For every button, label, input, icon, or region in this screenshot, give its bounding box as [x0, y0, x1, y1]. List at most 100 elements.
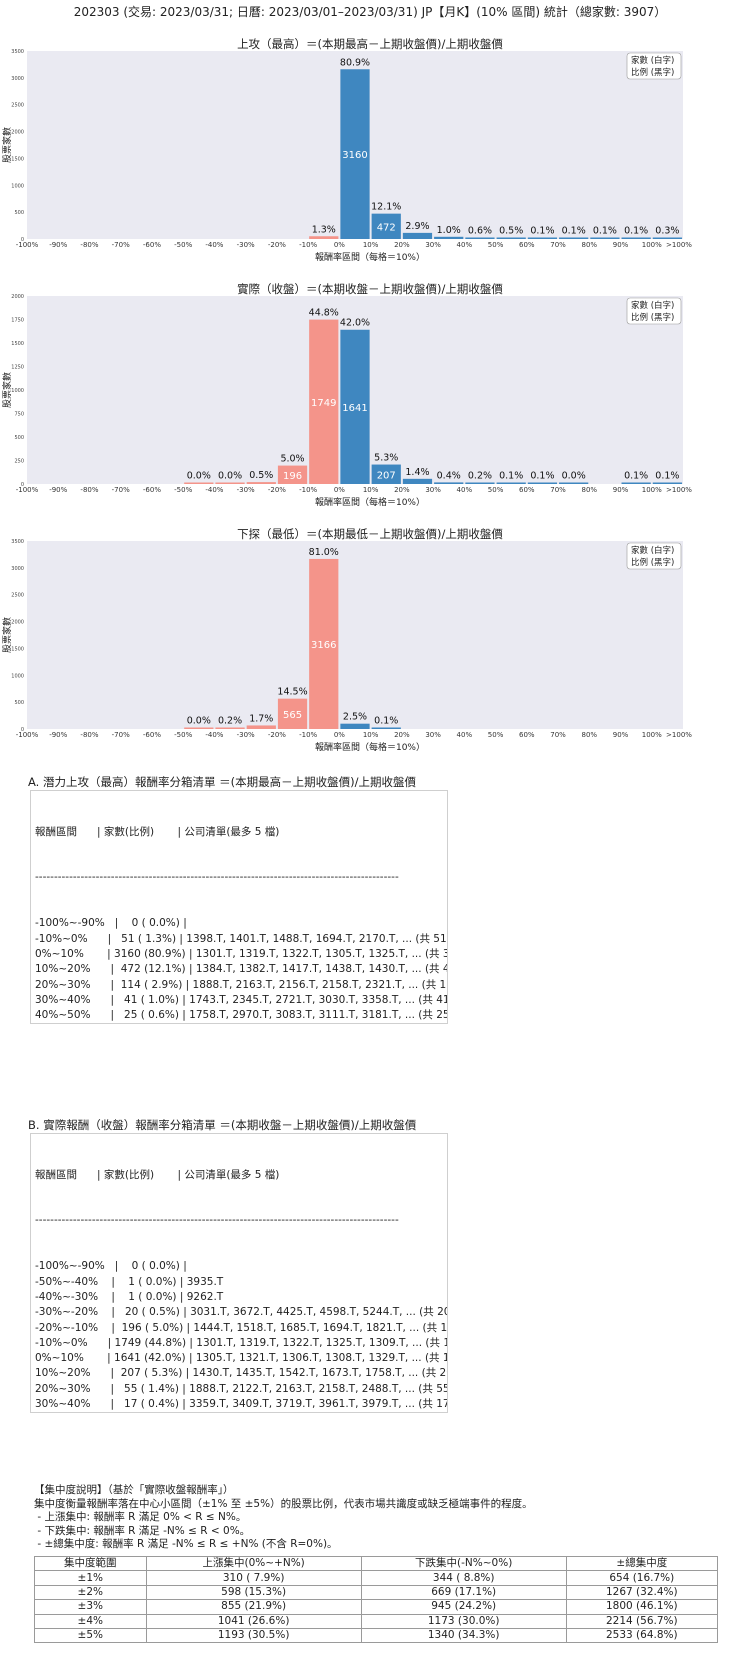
x-tick-label: 20%: [394, 486, 410, 494]
list-item: -100%~-90% | 0 ( 0.0%) |: [35, 1260, 187, 1273]
x-tick-label: -60%: [143, 486, 161, 494]
bar-pct-label: 44.8%: [309, 308, 339, 319]
x-tick-label: -70%: [112, 241, 130, 249]
x-tick-label: -80%: [80, 486, 98, 494]
list-item: 40%~50% | 8 ( 0.2%) | 2998.T, 3856.T, 39…: [35, 1412, 447, 1413]
table-cell: 1173 (30.0%): [360, 1613, 567, 1629]
y-axis-label: 股票家數: [1, 372, 13, 408]
x-axis-label: 報酬率區間（每格＝10%）: [315, 251, 425, 263]
y-tick-label: 0: [21, 237, 24, 243]
list-item: 20%~30% | 114 ( 2.9%) | 1888.T, 2163.T, …: [35, 978, 448, 991]
y-tick-label: 0: [21, 727, 24, 733]
table-header-cell: 下跌集中(-N%~0%): [360, 1555, 567, 1572]
table-cell: 598 (15.3%): [145, 1584, 362, 1601]
bar-count-label: 1749: [311, 398, 336, 409]
bar: [559, 237, 589, 239]
x-tick-label: 90%: [613, 241, 629, 249]
table-cell: 2533 (64.8%): [565, 1627, 719, 1644]
bar: [527, 237, 558, 239]
list-item: 0%~10% | 3160 (80.9%) | 1301.T, 1319.T, …: [35, 947, 448, 960]
x-tick-label: 40%: [457, 486, 473, 494]
bar-count-label: 472: [377, 222, 396, 233]
concentration-heading: 【集中度說明】（基於「實際收盤報酬率」）: [34, 1484, 234, 1496]
bar-pct-label: 0.2%: [218, 716, 242, 727]
bar-count-label: 1641: [342, 403, 367, 414]
bar-pct-label: 0.5%: [249, 470, 273, 481]
x-tick-label: 10%: [363, 731, 379, 739]
x-tick-label: 80%: [582, 241, 598, 249]
list-item: 50%~60% | 19 ( 0.5%) | 2122.T, 2464.T, 2…: [35, 1023, 447, 1024]
x-tick-label: 100%: [642, 486, 662, 494]
x-tick-label: 10%: [363, 241, 379, 249]
x-tick-label: -80%: [80, 731, 98, 739]
table-cell: 310 ( 7.9%): [145, 1570, 362, 1586]
y-tick-label: 1500: [11, 156, 24, 162]
bar-pct-label: 0.1%: [374, 716, 398, 727]
x-tick-label: -80%: [80, 241, 98, 249]
y-tick-label: 3500: [11, 49, 24, 55]
legend-box: [626, 542, 682, 570]
bar-pct-label: 2.9%: [405, 221, 429, 232]
y-tick-label: 750: [14, 412, 24, 418]
y-tick-label: 1250: [11, 365, 24, 371]
x-tick-label: -40%: [205, 731, 223, 739]
bar: [402, 232, 433, 239]
bar-pct-label: 1.3%: [312, 224, 336, 235]
bar: [652, 237, 682, 239]
bar: [309, 558, 339, 729]
list-b-divider: ----------------------------------------…: [35, 1214, 399, 1227]
bar: [246, 725, 276, 729]
x-tick-label: 80%: [582, 486, 598, 494]
bar-count-label: 207: [377, 470, 396, 481]
legend-box: [626, 297, 682, 325]
y-tick-label: 3000: [11, 76, 24, 82]
bar-pct-label: 0.1%: [624, 226, 648, 237]
bar: [402, 478, 433, 484]
table-cell: 1800 (46.1%): [565, 1599, 719, 1615]
chart-close: 實際（收盤）＝(本期收盤－上期收盤價)/上期收盤價 0 250 500 750 1000 1…: [1, 282, 692, 508]
bar-pct-label: 42.0%: [340, 318, 370, 329]
table-header-cell: 上漲集中(0%~+N%): [145, 1555, 362, 1572]
table-row: ±1% 310 ( 7.9%) 344 ( 8.8%) 654 (16.7%): [34, 1570, 719, 1586]
y-tick-label: 1500: [11, 646, 24, 652]
list-item: -10%~0% | 1749 (44.8%) | 1301.T, 1319.T,…: [35, 1336, 448, 1349]
bar: [496, 482, 526, 484]
y-axis-label: 股票家數: [1, 127, 13, 163]
bar: [434, 482, 464, 484]
x-tick-label: 70%: [550, 486, 566, 494]
bar: [527, 482, 558, 484]
y-tick-label: 2500: [11, 103, 24, 109]
bar: [371, 727, 401, 729]
x-tick-label: -100%: [16, 241, 39, 249]
x-tick-label: -40%: [205, 241, 223, 249]
x-tick-label: 30%: [425, 731, 441, 739]
x-tick-label: 70%: [550, 241, 566, 249]
bar: [371, 464, 401, 484]
x-tick-label: -50%: [174, 731, 192, 739]
chart-title: 實際（收盤）＝(本期收盤－上期收盤價)/上期收盤價: [237, 282, 503, 296]
table-cell: ±3%: [34, 1599, 147, 1615]
bar-pct-label: 0.1%: [593, 226, 617, 237]
x-axis-label: 報酬率區間（每格＝10%）: [315, 741, 425, 753]
table-cell: 654 (16.7%): [565, 1570, 719, 1586]
bar: [652, 482, 682, 484]
x-tick-label: -90%: [49, 486, 67, 494]
x-tick-label: 40%: [457, 731, 473, 739]
concentration-table: 集中度範圍 上漲集中(0%~+N%) 下跌集中(-N%~0%) ±總集中度 ±1…: [34, 1555, 719, 1644]
bar-pct-label: 0.1%: [655, 471, 679, 482]
legend-box: [626, 52, 682, 80]
x-tick-label: >100%: [666, 731, 692, 739]
x-tick-label: -100%: [16, 731, 39, 739]
x-tick-label: -40%: [205, 486, 223, 494]
bar: [277, 465, 308, 484]
bar-pct-label: 0.0%: [218, 471, 242, 482]
bar-pct-label: 0.5%: [499, 226, 523, 237]
legend-entry: 家數 (白字): [631, 55, 674, 66]
x-tick-label: -90%: [49, 731, 67, 739]
bar-pct-label: 0.1%: [624, 471, 648, 482]
bar-pct-label: 1.7%: [249, 713, 273, 724]
x-tick-label: -20%: [268, 241, 286, 249]
bar: [184, 482, 214, 484]
list-item: 30%~40% | 17 ( 0.4%) | 3359.T, 3409.T, 3…: [35, 1398, 448, 1411]
bar-pct-label: 0.3%: [655, 226, 679, 237]
